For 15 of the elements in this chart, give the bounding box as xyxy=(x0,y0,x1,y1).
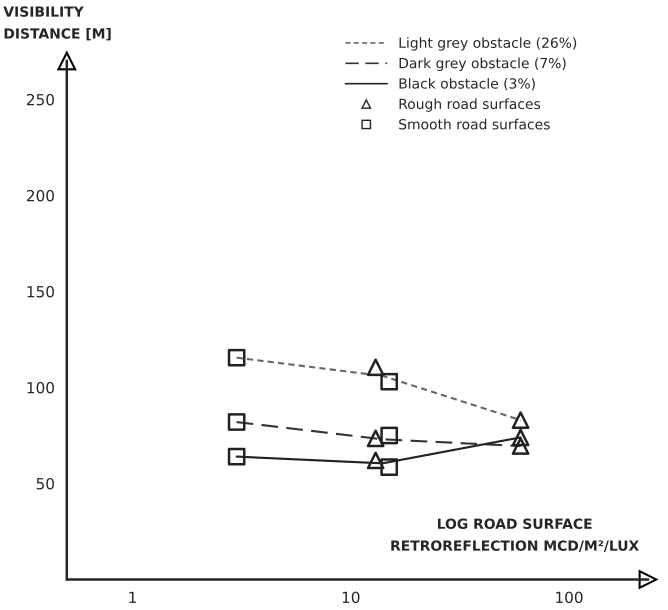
legend-label: Dark grey obstacle (7%) xyxy=(400,58,566,72)
x-tick-label: 100 xyxy=(556,592,583,604)
legend-label: Black obstacle (3%) xyxy=(400,78,535,90)
x-tick-label: 10 xyxy=(342,592,360,604)
y-tick-label: 50 xyxy=(36,478,54,490)
legend-label: Smooth road surfaces xyxy=(399,118,550,130)
y-tick-label: 250 xyxy=(26,94,54,106)
y-axis-title: VISIBILITY DISTANCE [M] xyxy=(3,6,111,40)
legend-label: Light grey obstacle (26%) xyxy=(400,37,576,51)
y-tick-label: 100 xyxy=(28,382,54,394)
x-tick-label: 1 xyxy=(129,592,136,603)
y-tick-label: 200 xyxy=(26,190,54,202)
y-tick-label: 150 xyxy=(28,286,54,298)
legend-label: Rough road surfaces xyxy=(400,98,540,112)
x-axis-title: LOG ROAD SURFACE RETROREFLECTION MCD/M²/LUX xyxy=(391,518,639,552)
